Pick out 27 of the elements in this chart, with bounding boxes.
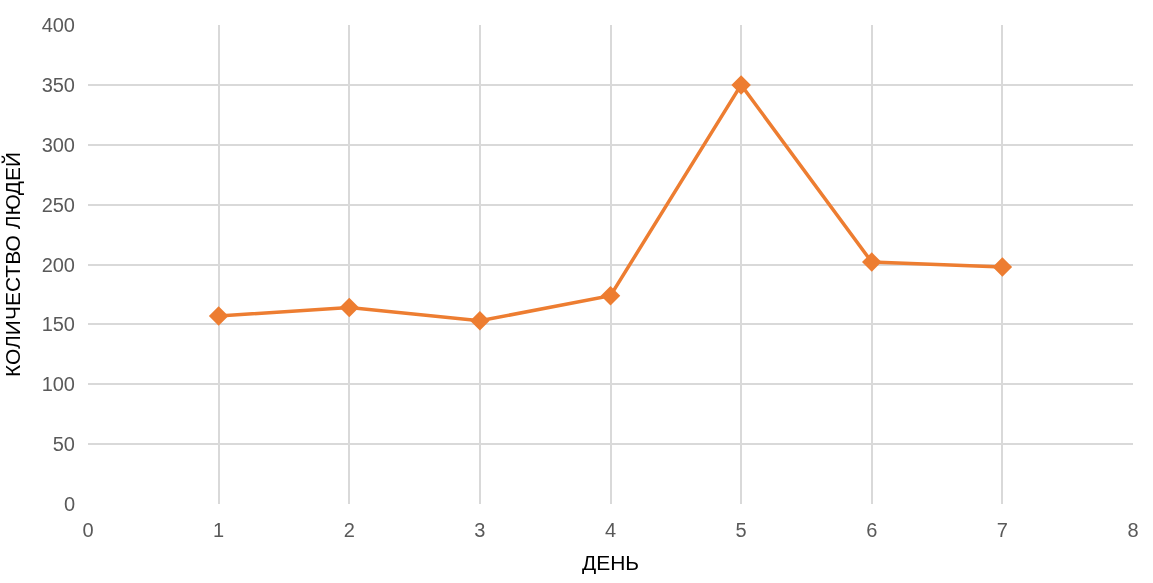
- x-tick-label: 6: [866, 519, 878, 541]
- x-tick-label: 0: [82, 519, 94, 541]
- x-tick-label: 2: [343, 519, 355, 541]
- point: [731, 75, 751, 95]
- y-tick-label: 400: [41, 14, 75, 36]
- x-tick-label: 1: [213, 519, 225, 541]
- x-tick-label: 3: [474, 519, 486, 541]
- x-tick-label: 5: [735, 519, 747, 541]
- x-tick-label: 8: [1127, 519, 1139, 541]
- x-tick-label: 4: [604, 519, 617, 541]
- y-tick-label: 200: [41, 253, 75, 276]
- x-tick-label: 7: [996, 519, 1008, 541]
- point: [992, 257, 1013, 277]
- x-axis-title: ДЕНЬ: [581, 551, 640, 575]
- y-tick-label: 50: [52, 433, 75, 456]
- y-tick-label: 150: [41, 313, 75, 336]
- point: [470, 311, 490, 331]
- y-tick-label: 0: [63, 493, 75, 515]
- y-tick-label: 300: [41, 133, 75, 156]
- y-tick-label: 350: [41, 73, 75, 96]
- point: [208, 306, 229, 326]
- point: [339, 297, 359, 318]
- point: [600, 285, 621, 306]
- y-axis-title: КОЛИЧЕСТВО ЛЮДЕЙ: [0, 151, 24, 378]
- y-tick-label: 250: [41, 193, 75, 216]
- y-tick-label: 100: [41, 373, 75, 396]
- point: [862, 252, 882, 272]
